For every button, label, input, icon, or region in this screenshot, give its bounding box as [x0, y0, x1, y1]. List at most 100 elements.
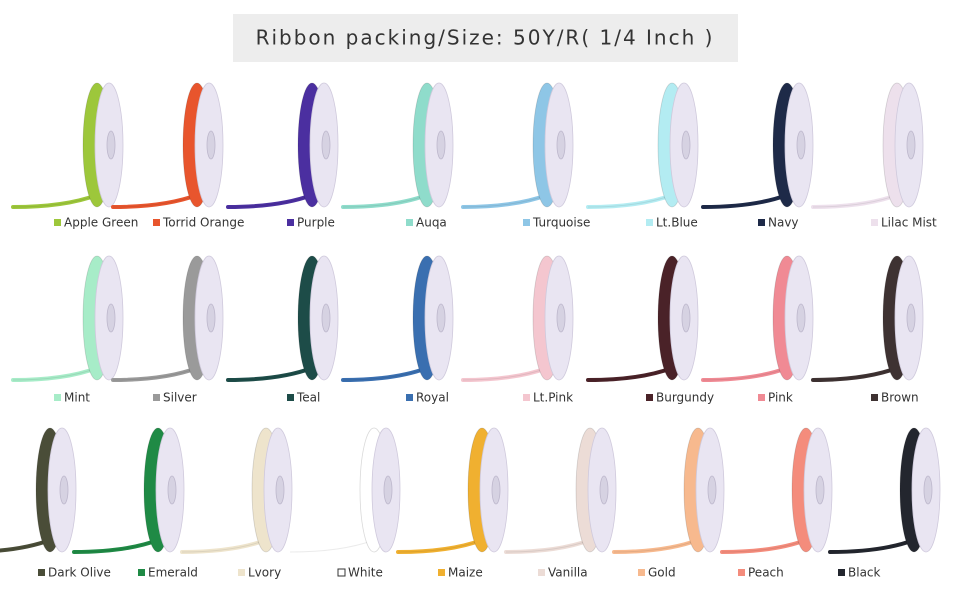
spool-hub: [106, 303, 116, 333]
ribbon-tail: [612, 538, 700, 554]
spool-hub: [321, 130, 331, 160]
color-swatch: [758, 219, 765, 226]
color-label: Royal: [416, 391, 449, 405]
color-swatch: [871, 219, 878, 226]
color-swatch: [538, 569, 545, 576]
color-label: Gold: [648, 566, 676, 580]
ribbon-spool: [701, 255, 814, 382]
color-swatch: [54, 219, 61, 226]
spool-hub: [707, 475, 717, 505]
color-label: Lt.Pink: [533, 391, 573, 405]
spool-hub: [556, 303, 566, 333]
ribbon-tail: [828, 538, 916, 554]
title: Ribbon packing/Size: 50Y/R( 1/4 Inch ): [256, 26, 715, 50]
ribbon-spool: [396, 427, 509, 554]
ribbon-tail: [341, 193, 429, 209]
color-label: Torrid Orange: [162, 216, 244, 230]
color-label: Emerald: [148, 566, 198, 580]
color-label: Brown: [881, 391, 919, 405]
ribbon-spool: [811, 255, 924, 382]
ribbon-tail: [226, 193, 314, 209]
color-swatch: [406, 394, 413, 401]
spool-hub: [167, 475, 177, 505]
color-label: Purple: [297, 216, 335, 230]
ribbon-spool: [720, 427, 833, 554]
color-swatch: [838, 569, 845, 576]
spool-hub: [491, 475, 501, 505]
ribbon-spool: [11, 255, 124, 382]
ribbon-spool: [226, 82, 339, 209]
color-swatch: [238, 569, 245, 576]
ribbon-spool: [612, 427, 725, 554]
ribbon-tail: [720, 538, 808, 554]
ribbon-spool: [11, 82, 124, 209]
color-swatch: [287, 219, 294, 226]
color-label: Apple Green: [64, 216, 138, 230]
spool-hub: [436, 303, 446, 333]
color-swatch: [54, 394, 61, 401]
color-swatch: [646, 219, 653, 226]
spool-hub: [275, 475, 285, 505]
ribbon-tail: [111, 193, 199, 209]
ribbon-tail: [396, 538, 484, 554]
color-swatch: [871, 394, 878, 401]
color-label: Maize: [448, 566, 483, 580]
spool-hub: [383, 475, 393, 505]
ribbon-tail: [341, 366, 429, 382]
ribbon-tail: [461, 193, 549, 209]
ribbon-tail: [111, 366, 199, 382]
ribbon-spool: [586, 255, 699, 382]
ribbon-tail: [701, 193, 789, 209]
color-label: Navy: [768, 216, 799, 230]
spool-hub: [436, 130, 446, 160]
ribbon-spool: [111, 255, 224, 382]
color-label: Vanilla: [548, 566, 588, 580]
ribbon-spool: [226, 255, 339, 382]
color-label: Black: [848, 566, 881, 580]
ribbon-tail: [811, 193, 899, 209]
title-box: [233, 14, 738, 62]
ribbon-spool: [72, 427, 185, 554]
spool-hub: [206, 130, 216, 160]
color-label: Auqa: [416, 216, 447, 230]
color-label: Lt.Blue: [656, 216, 698, 230]
ribbon-spool: [0, 427, 77, 553]
color-swatch: [438, 569, 445, 576]
spool-hub: [106, 130, 116, 160]
color-label: Silver: [163, 391, 197, 405]
ribbon-tail: [586, 366, 674, 382]
color-swatch: [523, 394, 530, 401]
ribbon-spool: [288, 427, 401, 554]
spool-hub: [599, 475, 609, 505]
ribbon-tail: [226, 366, 314, 382]
ribbon-spool: [180, 427, 293, 554]
ribbon-spool: [504, 427, 617, 554]
spool-hub: [321, 303, 331, 333]
color-swatch: [523, 219, 530, 226]
ribbon-spool: [341, 82, 454, 209]
ribbon-spool: [341, 255, 454, 382]
spool-hub: [681, 130, 691, 160]
color-label: Burgundy: [656, 391, 714, 405]
ribbon-spool: [586, 82, 699, 209]
ribbon-spool: [111, 82, 224, 209]
ribbon-spool: [701, 82, 814, 209]
color-swatch: [38, 569, 45, 576]
spool-hub: [556, 130, 566, 160]
ribbon-tail: [180, 538, 268, 554]
spool-hub: [681, 303, 691, 333]
ribbon-tail: [11, 193, 99, 209]
spool-hub: [796, 303, 806, 333]
color-label: Dark Olive: [48, 566, 111, 580]
ribbon-spool: [461, 255, 574, 382]
spool-hub: [906, 130, 916, 160]
color-label: Teal: [296, 391, 320, 405]
ribbon-tail: [288, 538, 376, 554]
color-label: White: [348, 566, 383, 580]
color-swatch: [406, 219, 413, 226]
ribbon-spool: [461, 82, 574, 209]
color-swatch: [738, 569, 745, 576]
ribbon-tail: [586, 193, 674, 209]
